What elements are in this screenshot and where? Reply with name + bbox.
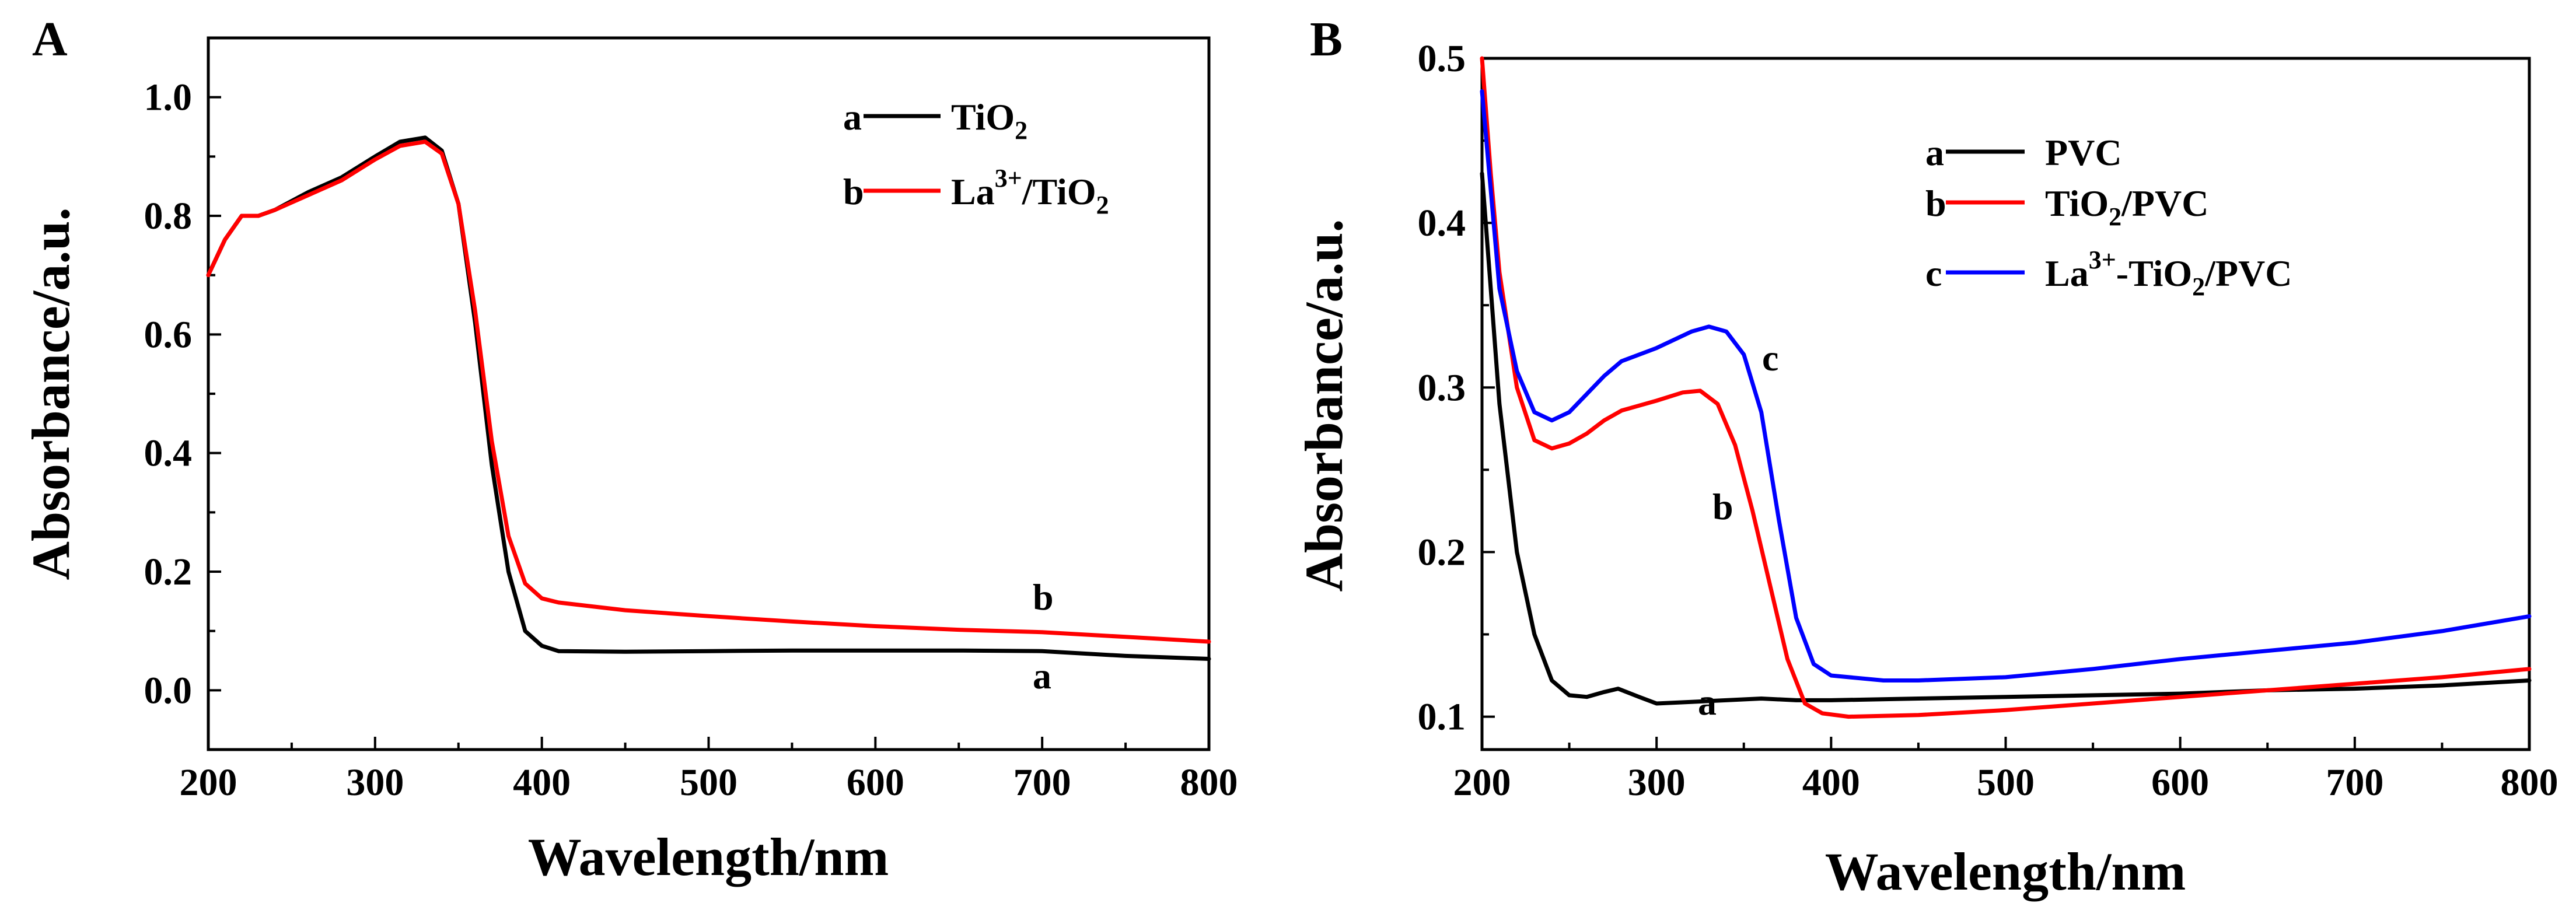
x-tick-label: 500: [680, 761, 738, 804]
x-tick-label: 700: [2326, 761, 2383, 804]
panel-a-series: [206, 135, 1211, 661]
series-line-a: [206, 135, 1211, 661]
x-tick-label: 600: [2151, 761, 2209, 804]
x-tick-label: 300: [1628, 761, 1686, 804]
legend-b-a-key: a: [1925, 132, 1944, 173]
panel-b-series: [1480, 56, 2532, 719]
panel-b-legend: a PVC b TiO2/PVC c La3+-TiO2/PVC: [1925, 132, 2292, 301]
panel-a-xticks: 200 300 400 500 600 700 800: [180, 737, 1238, 804]
y-tick-label: 0.4: [144, 432, 193, 475]
panel-b-annotation-a: a: [1698, 681, 1717, 723]
panel-b-xticks: 200 300 400 500 600 700 800: [1453, 737, 2558, 804]
x-tick-label: 700: [1013, 761, 1071, 804]
y-tick-label: 0.2: [144, 551, 193, 593]
panel-a-xlabel: Wavelength/nm: [528, 827, 889, 887]
panel-a-plot-frame: [207, 36, 1211, 751]
y-tick-label: 0.4: [1418, 202, 1466, 244]
x-tick-label: 500: [1977, 761, 2035, 804]
legend-a-key: a: [843, 96, 862, 138]
panel-a-yticks: 0.0 0.2 0.4 0.6 0.8 1.0: [144, 76, 221, 712]
legend-entry-tio2-pvc: b TiO2/PVC: [1925, 183, 2208, 231]
panel-b: B Absorbance/a.u. Wavelength/nm 200 300 40…: [1294, 12, 2558, 901]
panel-a-legend: a TiO2 b La3+/TiO2: [843, 96, 1109, 219]
x-tick-label: 400: [1802, 761, 1860, 804]
series-line-b: [1480, 56, 2532, 719]
legend-b-label: La3+/TiO2: [951, 164, 1109, 219]
panel-b-xlabel: Wavelength/nm: [1825, 842, 2186, 901]
legend-b-key: b: [843, 171, 864, 212]
legend-b-b-label: TiO2/PVC: [2045, 183, 2208, 231]
legend-b-b-key: b: [1925, 183, 1946, 224]
x-tick-label: 800: [2501, 761, 2558, 804]
y-tick-label: 0.8: [144, 195, 193, 237]
series-line-c: [1480, 89, 2532, 682]
legend-a-label: TiO2: [951, 96, 1027, 145]
legend-b-c-label: La3+-TiO2/PVC: [2045, 246, 2292, 301]
panel-b-yticks: 0.1 0.2 0.3 0.4 0.5: [1418, 37, 1495, 738]
legend-b-a-label: PVC: [2045, 132, 2122, 173]
y-tick-label: 0.6: [144, 313, 193, 356]
panel-a-letter: A: [32, 12, 68, 66]
legend-entry-la-tio2-pvc: c La3+-TiO2/PVC: [1925, 246, 2292, 301]
x-tick-label: 800: [1180, 761, 1238, 804]
panel-a-annotation-b: b: [1033, 576, 1054, 618]
series-line-b: [206, 139, 1211, 644]
x-tick-label: 600: [847, 761, 904, 804]
legend-b-c-key: c: [1925, 253, 1942, 294]
legend-entry-la-tio2: b La3+/TiO2: [843, 164, 1109, 219]
series-line-a: [1480, 172, 2532, 706]
y-tick-label: 0.5: [1418, 37, 1466, 80]
panel-a: A Absorbance/a.u. Wavelength/nm 200 300 40…: [21, 12, 1238, 887]
panel-b-annotation-c: c: [1762, 337, 1778, 379]
y-tick-label: 0.1: [1418, 696, 1466, 738]
y-tick-label: 0.2: [1418, 531, 1466, 573]
panel-b-ylabel: Absorbance/a.u.: [1294, 219, 1354, 592]
panel-a-annotation-a: a: [1033, 655, 1051, 696]
x-tick-label: 400: [513, 761, 571, 804]
x-tick-label: 200: [1453, 761, 1511, 804]
legend-entry-pvc: a PVC: [1925, 132, 2122, 173]
panel-b-annotation-b: b: [1712, 486, 1733, 527]
x-tick-label: 300: [346, 761, 404, 804]
y-tick-label: 0.0: [144, 669, 193, 712]
x-tick-label: 200: [180, 761, 237, 804]
legend-entry-tio2: a TiO2: [843, 96, 1027, 145]
panel-a-ylabel: Absorbance/a.u.: [21, 208, 81, 580]
panel-b-letter: B: [1310, 12, 1343, 66]
y-tick-label: 1.0: [144, 76, 193, 119]
y-tick-label: 0.3: [1418, 366, 1466, 409]
